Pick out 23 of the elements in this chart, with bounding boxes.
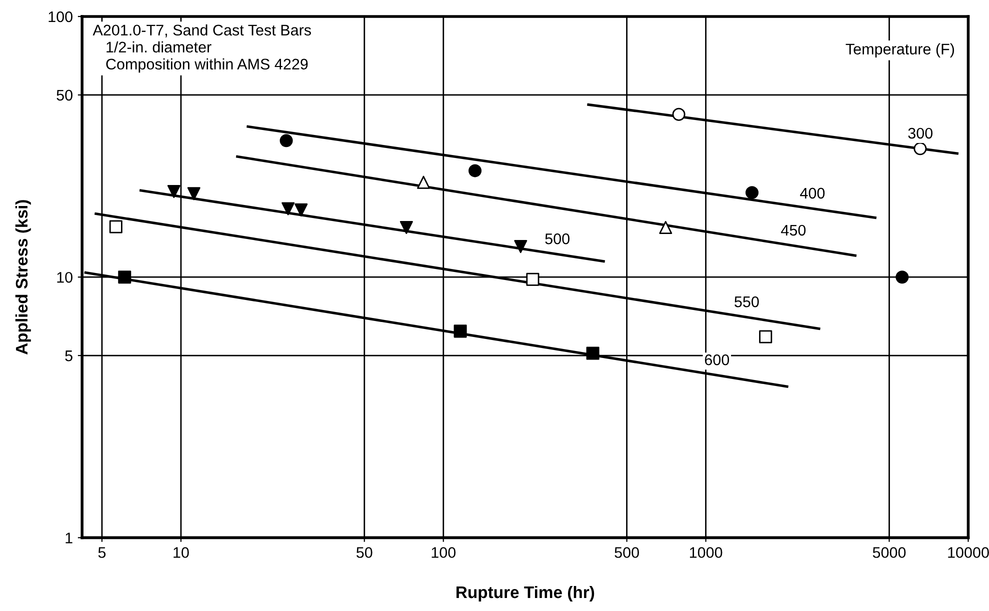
x-axis-title: Rupture Time (hr)	[456, 586, 594, 602]
x-tick-label: 1000	[690, 547, 722, 558]
series-label: 500	[545, 233, 570, 244]
series-label: 300	[908, 128, 932, 139]
x-tick-label: 5	[98, 547, 106, 558]
series-label: 450	[781, 224, 806, 236]
y-tick-label: 1	[66, 532, 72, 544]
x-tick-label: 5000	[872, 547, 906, 558]
y-tick-label: 100	[48, 11, 72, 22]
x-tick-label: 500	[614, 547, 639, 558]
x-tick-label: 100	[432, 547, 456, 558]
x-tick-label: 10000	[948, 547, 989, 558]
annotation: Temperature (F)	[846, 43, 954, 58]
series-label: 550	[734, 296, 759, 308]
series-label: 400	[800, 188, 825, 199]
x-tick-label: 10	[174, 547, 189, 558]
x-tick-label: 50	[356, 547, 372, 558]
y-tick-label: 50	[56, 90, 72, 101]
series-label: 600	[704, 354, 730, 366]
y-tick-label: 10	[57, 272, 72, 283]
y-tick-label: 5	[65, 350, 72, 362]
annotation: A201.0-T7, Sand Cast Test Bars 1/2-in. diameter Composition within AMS 4229	[92, 24, 311, 73]
y-axis-title: Applied Stress (ksi)	[15, 200, 31, 354]
